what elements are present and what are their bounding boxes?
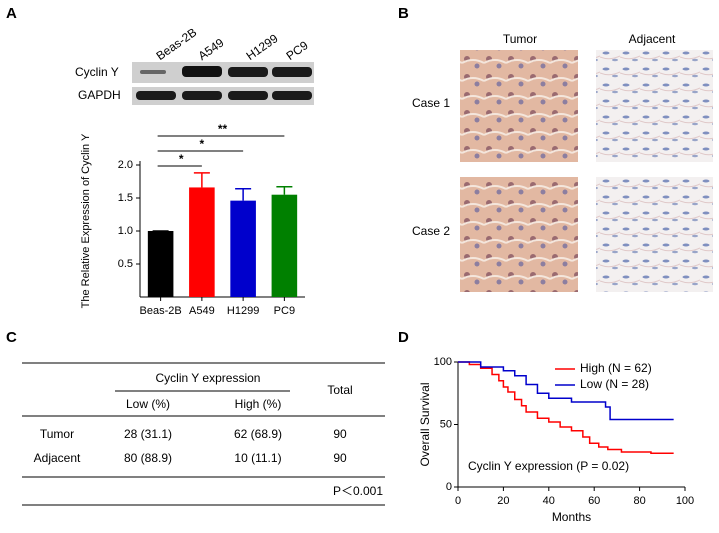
table-cell: 90 [333,451,347,465]
survival-line [458,361,674,454]
legend-label: High (N = 62) [580,361,652,375]
y-tick-label: 0.5 [118,258,133,270]
table-subheader: High (%) [235,397,282,411]
x-tick-label: A549 [189,305,215,317]
ihc-column-label: Tumor [503,32,537,46]
ihc-image [596,177,713,292]
legend-label: Low (N = 28) [580,377,649,391]
table-cell: Tumor [40,427,74,441]
ihc-row-label: Case 2 [412,224,450,238]
ihc-image [460,177,578,292]
significance-label: * [179,152,184,166]
y-tick-label: 50 [440,418,452,430]
panel-label: A [6,5,17,22]
x-tick-label: 40 [543,495,555,507]
bar [271,194,298,297]
bar [189,187,215,297]
ihc-column-label: Adjacent [629,32,676,46]
table-header: Total [327,383,352,397]
panel-label: B [398,5,409,22]
table-cell: 80 (88.9) [124,451,172,465]
blot-row-label: GAPDH [78,88,121,102]
y-tick-label: 1.5 [118,192,133,204]
panel-label: D [398,329,409,346]
blot-row-label: Cyclin Y [75,65,119,79]
bar [147,231,174,297]
ihc-image [460,50,578,162]
significance-label: * [200,137,205,151]
x-tick-label: Beas-2B [140,305,182,317]
ihc-row-label: Case 1 [412,96,450,110]
survival-line [458,361,674,421]
y-tick-label: 1.0 [118,225,133,237]
x-tick-label: PC9 [274,305,295,317]
table-cell: 28 (31.1) [124,427,172,441]
x-tick-label: 0 [455,495,461,507]
blot-image [132,62,314,105]
annotation: Cyclin Y expression (P = 0.02) [468,459,629,473]
y-tick-label: 0 [446,481,452,493]
lane-label: H1299 [244,31,281,63]
y-axis-label: The Relative Expression of Cyclin Y [80,133,92,308]
lane-label: A549 [196,35,227,63]
ihc-image [596,50,713,162]
table [22,362,385,506]
table-subheader: Low (%) [126,397,170,411]
x-tick-label: H1299 [227,305,259,317]
y-tick-label: 100 [434,356,452,368]
table-cell: 90 [333,427,347,441]
x-tick-label: 60 [588,495,600,507]
significance-label: ** [218,122,228,136]
table-cell: Adjacent [34,451,81,465]
y-tick-label: 2.0 [118,159,133,171]
lane-label: Beas-2B [154,25,200,63]
panel-label: C [6,329,17,346]
x-axis-label: Months [552,510,591,524]
y-axis-label: Overall Survival [418,382,432,466]
table-footer: P＜0.001 [333,484,383,498]
x-tick-label: 100 [676,495,694,507]
table-cell: 10 (11.1) [234,451,281,465]
lane-label: PC9 [284,38,311,63]
x-tick-label: 20 [497,495,509,507]
x-tick-label: 80 [633,495,645,507]
table-cell: 62 (68.9) [234,427,282,441]
bar [230,200,256,297]
table-header: Cyclin Y expression [156,371,261,385]
